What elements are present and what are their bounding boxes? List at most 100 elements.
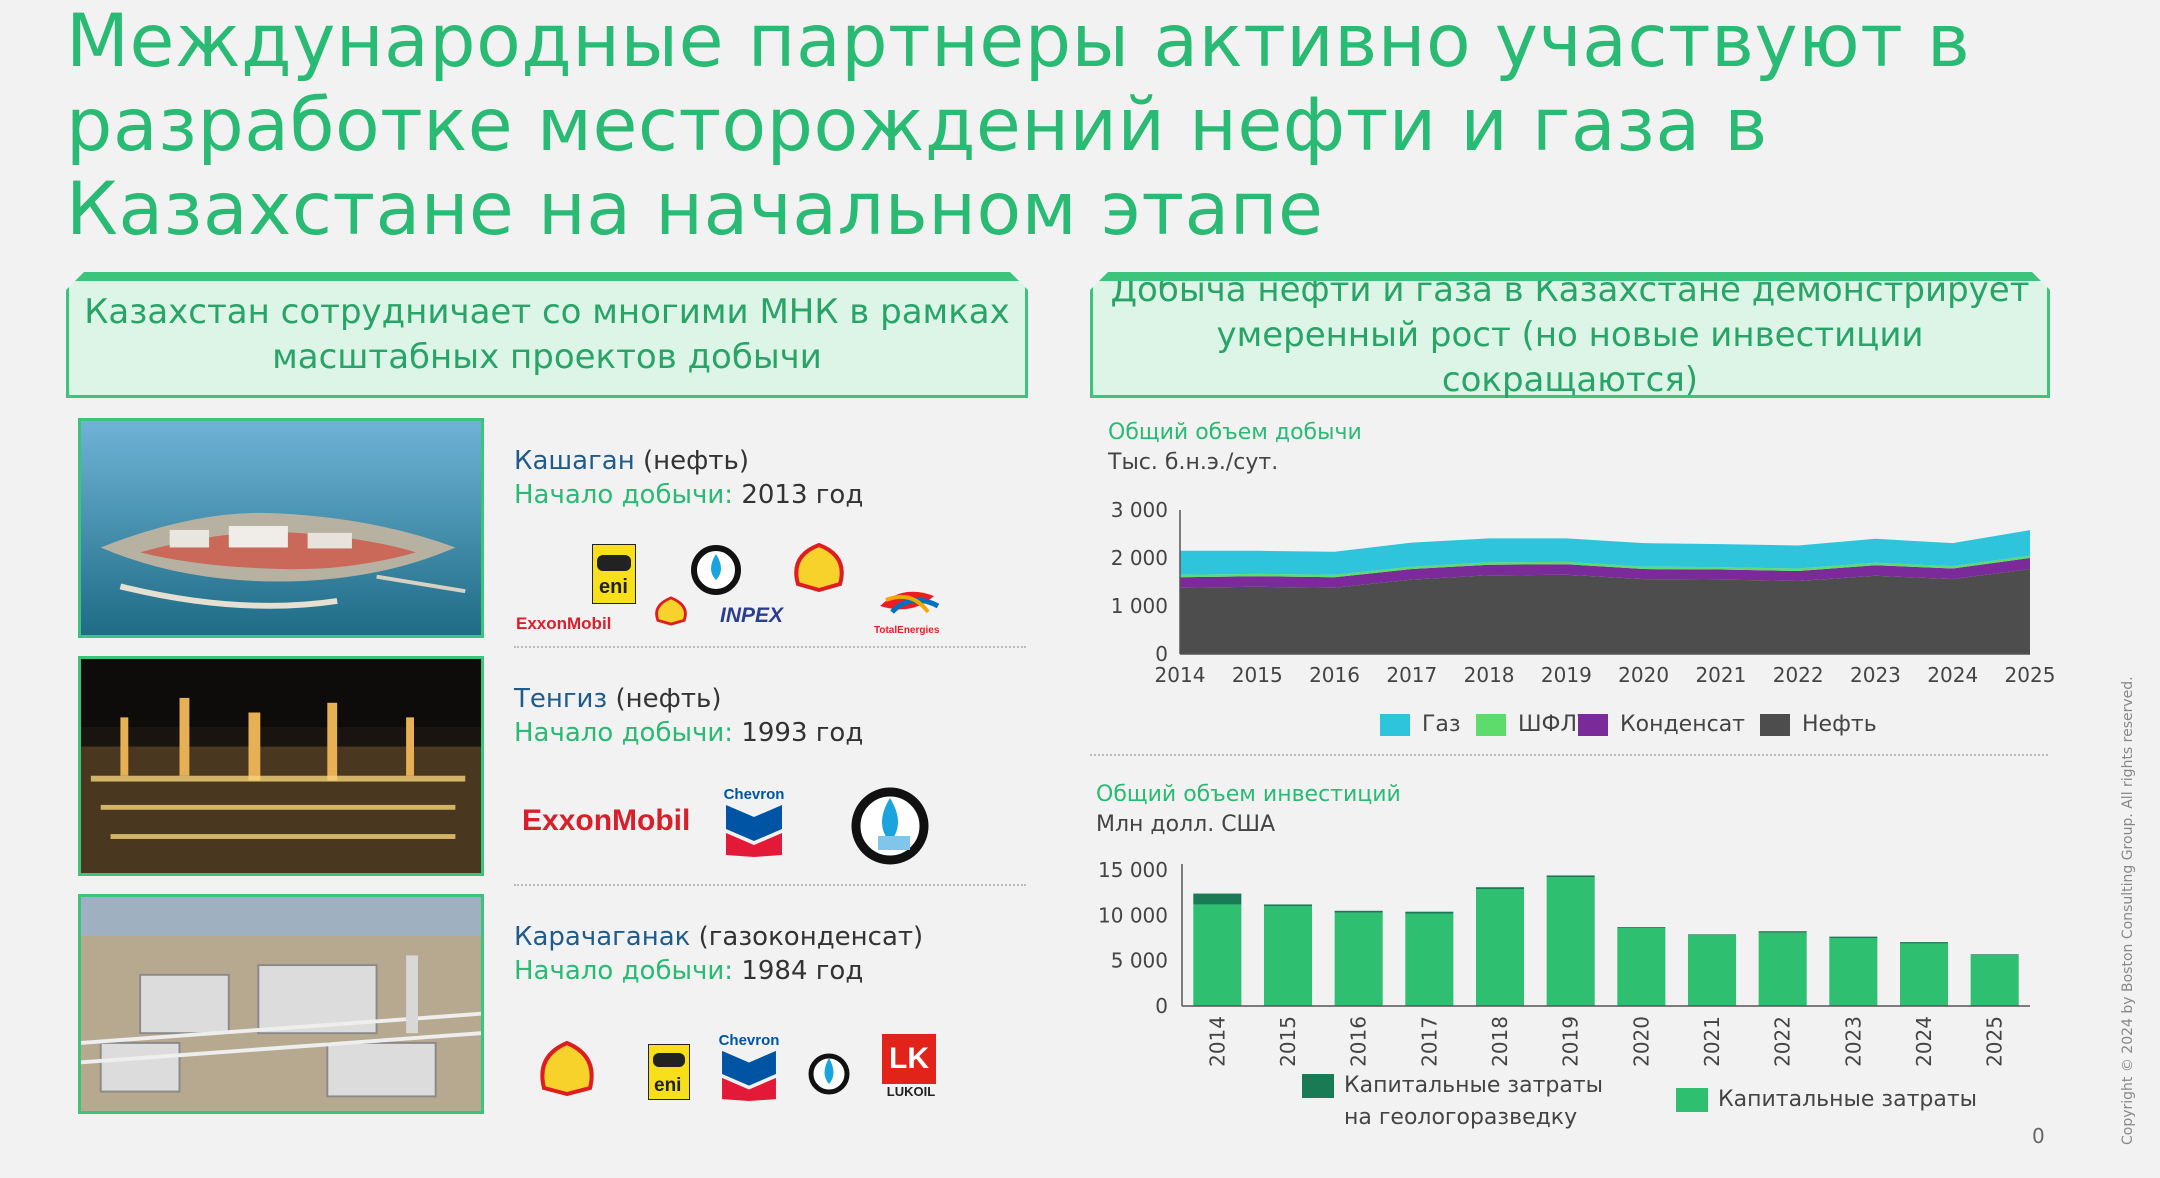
title-line-3: Казахстане на начальном этапе [66,167,1324,252]
bar-capex [1193,904,1242,1006]
area-x-tick-label: 2016 [1309,663,1360,687]
kazmunaygas-icon [806,1046,852,1098]
bar-capex [1405,913,1454,1006]
bar-capex-exploration [1970,954,2019,956]
legend-oil-swatch [1760,713,1790,736]
eni-dog-icon [597,555,631,571]
area-y-tick-label: 1 000 [1111,594,1168,618]
shell-icon [536,1040,598,1097]
area-x-tick-label: 2025 [2005,663,2056,687]
investment-chart-unit: Млн долл. США [1096,812,1276,837]
investment-bar-chart: 0 5 000 10 000 15 000 2014 2015 2016 2017 2018 20… [1098,858,2030,1067]
legend-oil: Нефть [1760,712,1877,737]
production-chart-unit: Тыс. б.н.э./сут. [1108,450,1279,475]
kashagan-photo [78,418,484,638]
bar-x-tick-label: 2022 [1771,1016,1795,1067]
project-tengiz-name: Тенгиз (нефть) [514,684,722,714]
bar-capex-exploration [1334,910,1383,913]
legend-condensate-swatch [1578,713,1608,736]
production-area-chart: 0 1 000 2 000 3 000 2014 2015 2016 2017 2018 2019… [1111,498,2056,687]
area-x-tick-label: 2022 [1773,663,1824,687]
exxonmobil-logo: ExxonMobil [516,614,612,633]
bar-x-tick-label: 2024 [1912,1016,1936,1067]
chevron-logo: Chevron [722,786,786,860]
shell-icon [790,542,848,593]
legend-ngl-swatch [1476,713,1506,736]
eni-dog-icon [653,1053,685,1067]
bar-capex [1475,889,1525,1006]
legend-condensate: Конденсат [1578,712,1745,737]
bar-capex-exploration [1687,934,1737,936]
legend-capex-swatch [1676,1088,1708,1112]
legend-capex: Капитальные затраты [1676,1084,1977,1116]
bar-capex-exploration [1263,904,1313,907]
page-title: Международные партнеры активно участвуют… [66,0,1971,252]
bar-capex [1899,943,1949,1006]
bar-capex [1758,932,1807,1006]
kazmunaygas-icon [848,776,932,870]
bar-x-tick-label: 2017 [1417,1016,1441,1067]
legend-ngl: ШФЛУ [1476,712,1590,737]
title-line-1: Международные партнеры активно участвуют… [66,0,1971,84]
area-x-tick-label: 2014 [1155,663,1206,687]
tengiz-photo [78,656,484,876]
bar-capex-exploration [1617,927,1666,929]
left-header-line-1: Казахстан сотрудничает со многими МНК в … [84,292,1010,332]
project-kashagan-name: Кашаган (нефть) [514,446,749,476]
totalenergies-logo: TotalEnergies [872,586,946,636]
eni-logo: eni [648,1044,690,1100]
project-kashagan-start: Начало добычи: 2013 год [514,480,864,510]
area-y-tick-label: 3 000 [1111,498,1168,522]
bar-capex-exploration [1405,911,1454,914]
bar-x-tick-label: 2014 [1205,1016,1229,1067]
legend-capex-exploration-swatch [1302,1074,1334,1098]
area-x-tick-label: 2015 [1232,663,1283,687]
bar-capex [1617,928,1666,1006]
right-header-line-2: умеренный рост (но новые инвестиции сокр… [1216,314,1924,400]
shell-icon [652,596,690,626]
left-section-header: Казахстан сотрудничает со многими МНК в … [66,272,1028,398]
area-y-tick-label: 2 000 [1111,546,1168,570]
project-tengiz-start: Начало добычи: 1993 год [514,718,864,748]
area-x-tick-label: 2017 [1386,663,1437,687]
inpex-logo: INPEX [720,604,784,627]
area-series-2 [1180,555,2030,578]
area-series-0 [1180,569,2030,654]
bar-capex-exploration [1829,936,1878,938]
bar-x-tick-label: 2020 [1629,1016,1653,1067]
production-chart-title: Общий объем добычи [1108,420,1362,445]
area-x-tick-label: 2023 [1850,663,1901,687]
bar-capex [1970,955,2019,1006]
bar-capex [1829,938,1878,1006]
bar-capex-exploration [1546,875,1595,878]
bar-x-tick-label: 2019 [1559,1016,1583,1067]
title-line-2: разработке месторождений нефти и газа в [66,83,1768,168]
chevron-logo: Chevron [718,1032,780,1106]
bar-y-tick-label: 15 000 [1098,858,1168,882]
project-separator [514,646,1026,648]
area-series-1 [1180,558,2030,588]
lukoil-logo: LK LUKOIL [882,1034,940,1108]
bar-x-tick-label: 2025 [1983,1016,2007,1067]
bar-capex [1263,906,1313,1006]
bar-capex-exploration [1758,931,1807,933]
exxonmobil-logo: ExxonMobil [522,804,691,837]
project-karachaganak-start: Начало добычи: 1984 год [514,956,864,986]
area-y-tick-label: 0 [1155,642,1168,666]
bar-x-tick-label: 2015 [1276,1016,1300,1067]
project-separator [514,884,1026,886]
investment-chart-title: Общий объем инвестиций [1096,782,1401,807]
area-x-tick-label: 2021 [1695,663,1746,687]
bar-y-tick-label: 10 000 [1098,903,1168,927]
bar-capex-exploration [1193,893,1242,905]
page-number: 0 [2032,1124,2045,1148]
eni-logo: eni [592,544,636,604]
area-x-tick-label: 2024 [1927,663,1978,687]
bar-x-tick-label: 2023 [1841,1016,1865,1067]
karachaganak-photo [78,894,484,1114]
area-series-3 [1180,530,2030,575]
legend-gas: Газ [1380,712,1461,737]
chart-divider [1090,754,2048,756]
bar-y-tick-label: 0 [1155,994,1168,1018]
area-x-tick-label: 2019 [1541,663,1592,687]
